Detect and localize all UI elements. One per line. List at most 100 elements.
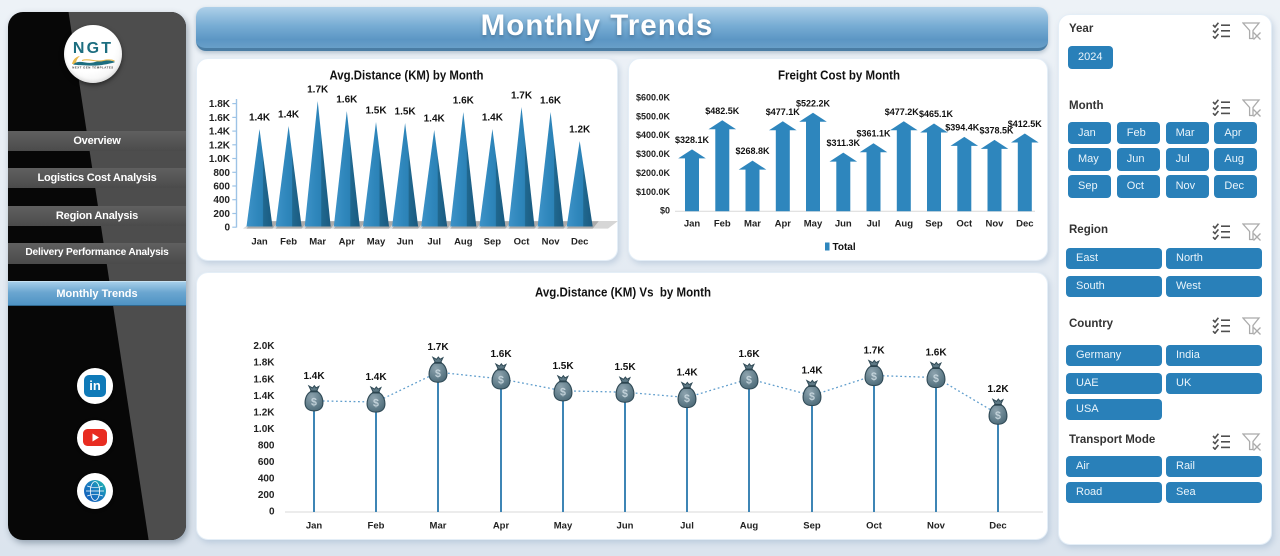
svg-text:1.7K: 1.7K xyxy=(307,85,329,96)
svg-text:1.2K: 1.2K xyxy=(569,125,591,136)
svg-text:800: 800 xyxy=(213,168,230,179)
svg-text:0: 0 xyxy=(224,223,230,234)
svg-text:$: $ xyxy=(746,375,752,387)
svg-text:Mar: Mar xyxy=(309,237,326,248)
svg-text:$412.5K: $412.5K xyxy=(1008,119,1043,129)
svg-text:Mar: Mar xyxy=(430,520,447,531)
svg-text:Avg.Distance (KM) Vs by Month: Avg.Distance (KM) Vs by Month xyxy=(535,284,711,299)
svg-text:1.7K: 1.7K xyxy=(427,342,449,353)
svg-text:Apr: Apr xyxy=(339,237,356,248)
svg-text:1.7K: 1.7K xyxy=(863,346,885,357)
svg-text:Nov: Nov xyxy=(986,219,1005,230)
svg-text:$465.1K: $465.1K xyxy=(919,109,954,119)
svg-text:$477.1K: $477.1K xyxy=(766,107,801,117)
svg-text:Nov: Nov xyxy=(927,520,946,531)
svg-text:$: $ xyxy=(871,371,877,383)
svg-text:1.4K: 1.4K xyxy=(253,391,275,402)
svg-text:$400.0K: $400.0K xyxy=(636,130,671,140)
svg-text:Mar: Mar xyxy=(744,219,761,230)
svg-text:Aug: Aug xyxy=(740,520,759,531)
svg-text:Sep: Sep xyxy=(925,219,943,230)
svg-text:Feb: Feb xyxy=(714,219,731,230)
svg-text:Jun: Jun xyxy=(617,520,634,531)
svg-text:Feb: Feb xyxy=(280,237,297,248)
svg-text:1.5K: 1.5K xyxy=(365,106,387,117)
svg-text:Oct: Oct xyxy=(866,520,883,531)
svg-text:May: May xyxy=(554,520,573,531)
svg-text:Dec: Dec xyxy=(1016,219,1033,230)
svg-text:1.8K: 1.8K xyxy=(253,358,275,369)
svg-text:1.6K: 1.6K xyxy=(209,113,231,124)
svg-text:Aug: Aug xyxy=(454,237,473,248)
svg-text:1.2K: 1.2K xyxy=(209,140,231,151)
svg-text:Apr: Apr xyxy=(493,520,510,531)
svg-text:$: $ xyxy=(809,391,815,403)
svg-text:1.6K: 1.6K xyxy=(453,96,475,107)
svg-text:$: $ xyxy=(933,373,939,385)
svg-text:800: 800 xyxy=(258,441,275,452)
svg-text:Jan: Jan xyxy=(251,237,268,248)
svg-text:1.0K: 1.0K xyxy=(253,424,275,435)
svg-text:1.4K: 1.4K xyxy=(365,372,387,383)
svg-text:1.8K: 1.8K xyxy=(209,99,231,110)
svg-text:$522.2K: $522.2K xyxy=(796,98,831,108)
svg-text:1.5K: 1.5K xyxy=(614,362,636,373)
svg-text:$477.2K: $477.2K xyxy=(885,107,920,117)
svg-text:$: $ xyxy=(435,368,441,380)
svg-text:$300.0K: $300.0K xyxy=(636,149,671,159)
svg-text:1.4K: 1.4K xyxy=(209,127,231,138)
svg-text:$: $ xyxy=(373,398,379,410)
svg-text:$394.4K: $394.4K xyxy=(945,122,980,132)
svg-text:$268.8K: $268.8K xyxy=(735,146,770,156)
svg-text:Sep: Sep xyxy=(803,520,821,531)
svg-text:1.2K: 1.2K xyxy=(987,384,1009,395)
svg-text:Jan: Jan xyxy=(306,520,323,531)
svg-text:1.2K: 1.2K xyxy=(253,407,275,418)
svg-text:1.5K: 1.5K xyxy=(395,107,417,118)
svg-text:400: 400 xyxy=(213,195,230,206)
svg-text:200: 200 xyxy=(213,209,230,220)
svg-text:1.6K: 1.6K xyxy=(738,349,760,360)
svg-text:0: 0 xyxy=(269,507,275,518)
svg-text:600: 600 xyxy=(258,457,275,468)
svg-text:$361.1K: $361.1K xyxy=(856,129,891,139)
svg-text:$500.0K: $500.0K xyxy=(636,111,671,121)
svg-text:1.6K: 1.6K xyxy=(490,349,512,360)
svg-text:1.6K: 1.6K xyxy=(253,374,275,385)
svg-text:$: $ xyxy=(684,393,690,405)
svg-text:1.4K: 1.4K xyxy=(801,366,823,377)
svg-text:$100.0K: $100.0K xyxy=(636,187,671,197)
svg-text:Jun: Jun xyxy=(835,219,852,230)
svg-text:Jul: Jul xyxy=(867,219,881,230)
svg-text:Apr: Apr xyxy=(775,219,792,230)
svg-text:1.6K: 1.6K xyxy=(336,95,358,106)
svg-text:1.4K: 1.4K xyxy=(676,368,698,379)
svg-text:$0: $0 xyxy=(660,206,670,216)
svg-text:$378.5K: $378.5K xyxy=(979,125,1014,135)
svg-text:1.0K: 1.0K xyxy=(209,154,231,165)
svg-text:$: $ xyxy=(311,396,317,408)
svg-text:200: 200 xyxy=(258,490,275,501)
svg-text:Jul: Jul xyxy=(680,520,694,531)
svg-text:$311.3K: $311.3K xyxy=(827,138,861,148)
svg-text:$328.1K: $328.1K xyxy=(675,135,710,145)
svg-text:Jan: Jan xyxy=(684,219,701,230)
svg-text:1.4K: 1.4K xyxy=(249,113,271,124)
svg-text:Dec: Dec xyxy=(571,237,588,248)
svg-text:$: $ xyxy=(622,388,628,400)
svg-text:Aug: Aug xyxy=(895,219,914,230)
svg-text:Feb: Feb xyxy=(368,520,385,531)
svg-text:1.4K: 1.4K xyxy=(482,113,504,124)
svg-text:$200.0K: $200.0K xyxy=(636,168,671,178)
svg-text:$482.5K: $482.5K xyxy=(705,106,740,116)
svg-text:Freight Cost by Month: Freight Cost by Month xyxy=(778,67,900,82)
svg-text:1.4K: 1.4K xyxy=(303,371,325,382)
svg-text:1.7K: 1.7K xyxy=(511,91,533,102)
svg-text:Sep: Sep xyxy=(484,237,502,248)
svg-text:Oct: Oct xyxy=(514,237,531,248)
svg-text:1.5K: 1.5K xyxy=(552,361,574,372)
svg-text:Dec: Dec xyxy=(989,520,1006,531)
svg-text:1.4K: 1.4K xyxy=(424,114,446,125)
svg-text:$: $ xyxy=(560,386,566,398)
svg-text:400: 400 xyxy=(258,474,275,485)
